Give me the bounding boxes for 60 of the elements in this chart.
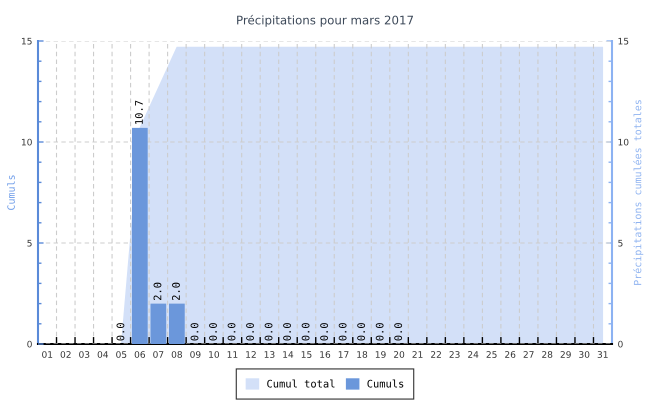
y2-tick-label: 5 (618, 240, 623, 247)
x-tick-label: 17 (338, 351, 348, 358)
data-label: 2.0 (154, 282, 162, 300)
data-label: 0.0 (283, 323, 292, 341)
x-tick-label: 07 (153, 351, 164, 358)
data-label: 0.0 (228, 323, 236, 341)
x-tick-label: 26 (505, 351, 516, 358)
data-label: 0.0 (190, 323, 198, 341)
x-tick-label: 10 (209, 351, 220, 358)
x-tick-label: 05 (116, 351, 126, 358)
x-tick-label: 06 (134, 351, 146, 358)
y-tick-label: 0 (27, 340, 32, 348)
x-tick-label: 16 (320, 351, 330, 358)
data-label: 0.0 (302, 323, 310, 341)
x-tick-label: 03 (79, 351, 90, 358)
y2-tick-label: 10 (618, 138, 628, 146)
x-tick-label: 31 (598, 351, 608, 358)
data-label: 0.0 (357, 323, 366, 341)
y-tick-label: 5 (27, 240, 32, 247)
data-label: 0.0 (338, 323, 347, 341)
x-tick-label: 23 (450, 351, 460, 358)
chart-title: Précipitations pour mars 2017 (237, 14, 414, 27)
data-label: 10.7 (135, 100, 143, 124)
x-tick-label: 11 (228, 351, 238, 358)
data-label: 0.0 (394, 323, 402, 341)
y-tick-label: 10 (22, 138, 32, 146)
x-tick-label: 25 (486, 351, 497, 358)
x-tick-label: 27 (524, 351, 534, 358)
data-label: 0.0 (209, 323, 217, 341)
data-label: 0.0 (320, 323, 328, 341)
x-tick-label: 01 (42, 351, 52, 358)
y2-tick-label: 0 (618, 340, 623, 348)
x-tick-label: 20 (394, 351, 404, 358)
x-tick-label: 02 (60, 351, 71, 358)
data-label: 0.0 (376, 323, 384, 341)
x-tick-label: 12 (246, 351, 256, 358)
x-tick-label: 18 (357, 351, 368, 358)
y2-tick-label: 15 (618, 38, 628, 45)
data-label: 0.0 (116, 323, 124, 341)
legend-label: Cumul total (267, 379, 334, 388)
y-tick-label: 15 (22, 38, 32, 45)
x-tick-label: 29 (560, 351, 571, 358)
x-tick-label: 22 (431, 351, 441, 358)
x-tick-label: 24 (468, 351, 478, 358)
x-tick-label: 21 (412, 351, 422, 358)
x-tick-label: 30 (579, 351, 590, 358)
x-tick-label: 13 (264, 351, 274, 358)
x-tick-label: 28 (542, 351, 552, 358)
x-tick-label: 15 (302, 351, 312, 358)
x-tick-label: 08 (172, 351, 182, 358)
x-tick-label: 14 (283, 351, 294, 358)
data-label: 0.0 (246, 323, 254, 341)
x-tick-label: 09 (190, 351, 200, 358)
data-label: 0.0 (264, 323, 272, 341)
legend-label: Cumuls (367, 379, 404, 388)
y2-axis-title: Précipitations cumulées totales (633, 100, 644, 285)
x-tick-label: 04 (98, 351, 108, 358)
y-axis-title: Cumuls (7, 175, 15, 210)
x-tick-label: 19 (376, 351, 386, 358)
data-label: 2.0 (172, 282, 180, 300)
